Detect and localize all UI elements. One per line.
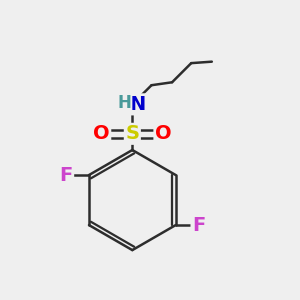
Text: S: S (125, 124, 139, 143)
Text: F: F (59, 166, 73, 184)
Text: O: O (155, 124, 172, 143)
Text: F: F (192, 216, 205, 235)
Text: O: O (93, 124, 110, 143)
Text: H: H (117, 94, 131, 112)
Text: N: N (130, 95, 146, 114)
